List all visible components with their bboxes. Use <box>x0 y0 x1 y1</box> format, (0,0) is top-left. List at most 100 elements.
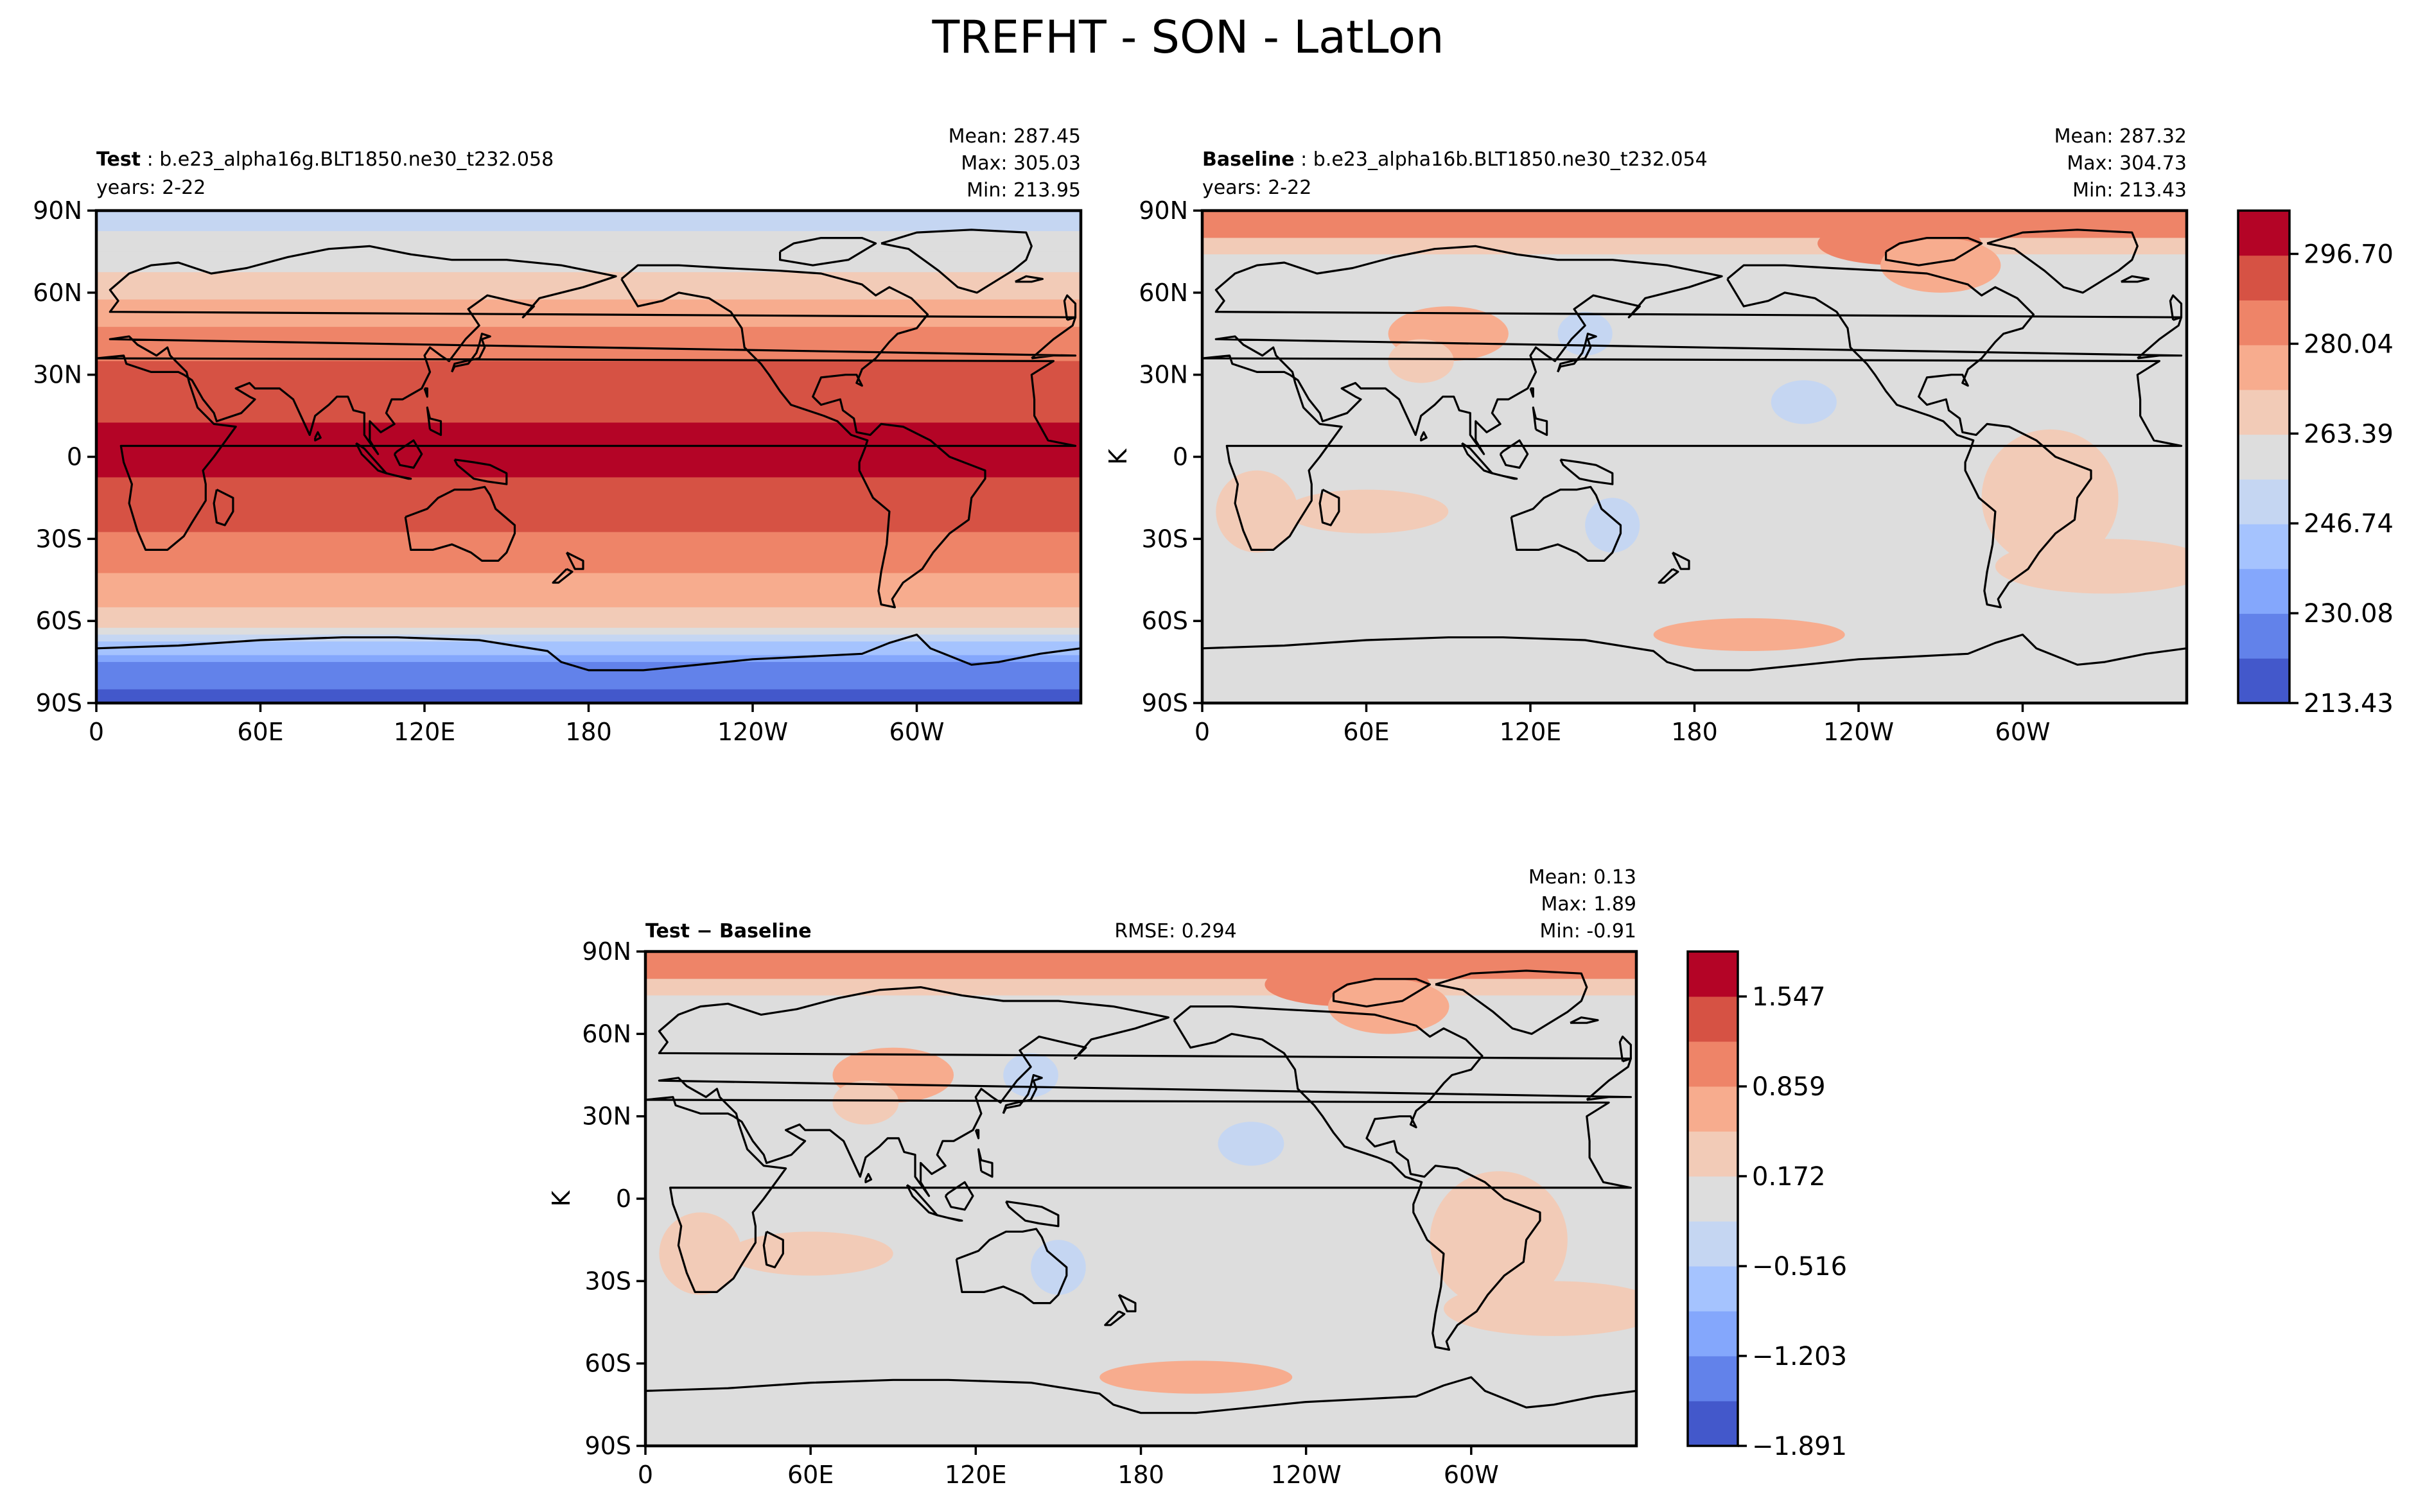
y-tick-label: 30N <box>582 1102 631 1131</box>
field-band <box>96 682 1081 690</box>
coastline <box>974 1129 980 1140</box>
field-band <box>96 224 1081 232</box>
field-band <box>96 292 1081 300</box>
colorbar-tick-label: 230.08 <box>2304 599 2394 629</box>
field-band <box>96 505 1081 512</box>
coastline <box>404 485 516 562</box>
coastline <box>355 442 387 474</box>
colorbar-segment <box>2238 300 2289 345</box>
field-band <box>96 265 1081 273</box>
field-band <box>96 498 1081 505</box>
field-band <box>96 491 1081 499</box>
coastline <box>1618 1036 1632 1063</box>
colorbar-segment <box>1688 996 1738 1042</box>
panel-stat: Max: 1.89 <box>1541 893 1636 916</box>
coastline <box>1173 1005 1541 1351</box>
coastline <box>645 986 1632 1293</box>
coastline <box>451 333 491 373</box>
x-tick-label: 120W <box>717 718 788 746</box>
x-tick-label: 120E <box>394 718 456 746</box>
y-tick-label: 60N <box>582 1020 631 1048</box>
panel-label: Baseline <box>1202 148 1295 171</box>
coastline <box>1726 264 2092 609</box>
panel-rmse: RMSE: 0.294 <box>1114 920 1236 943</box>
anomaly-patch <box>1031 1240 1086 1295</box>
y-tick-label: 60N <box>33 279 82 307</box>
coastline <box>864 1172 873 1183</box>
y-tick-label: 90S <box>585 1432 631 1460</box>
colorbar-segment <box>1688 1401 1738 1447</box>
coastline <box>906 1184 938 1217</box>
coastline <box>1202 245 2183 551</box>
field-band <box>96 258 1081 266</box>
field-band <box>96 600 1081 608</box>
figure-title: TREFHT - SON - LatLon <box>931 11 1444 64</box>
coastline <box>1559 458 1614 485</box>
field-band <box>96 470 1081 478</box>
coastline <box>314 431 322 442</box>
colorbar-tick-label: 263.39 <box>2304 419 2394 449</box>
y-tick-label: 90N <box>1139 196 1188 225</box>
coastline <box>1986 229 2139 294</box>
colorbars: 296.70 280.04 263.39 246.74 230.08 213.43 1.54… <box>1686 209 2394 1461</box>
anomaly-patch <box>1327 978 1449 1034</box>
colorbar-tick-label: 0.859 <box>1752 1072 1826 1102</box>
coastline <box>96 245 1077 551</box>
x-tick-label: 180 <box>1671 718 1718 746</box>
x-tick-label: 120E <box>1500 718 1562 746</box>
field-band <box>96 607 1081 615</box>
field-band <box>96 251 1081 259</box>
y-tick-label: 90N <box>33 196 82 225</box>
colorbar-tick-label: 1.547 <box>1752 982 1826 1012</box>
field-band <box>96 422 1081 430</box>
coastline <box>1461 442 1493 474</box>
field-band <box>96 539 1081 546</box>
field-band <box>96 532 1081 539</box>
panel-label: Test − Baseline <box>645 920 812 943</box>
field-band <box>96 621 1081 629</box>
field-band <box>96 518 1081 526</box>
anomaly-patch <box>728 1231 893 1276</box>
field-band <box>96 245 1081 252</box>
colorbar-segment <box>1688 1311 1738 1357</box>
y-tick-label: 30N <box>1139 361 1188 389</box>
colorbar-segment <box>1688 1086 1738 1132</box>
coastline <box>1063 294 1077 321</box>
field-band <box>96 320 1081 327</box>
y-tick-label: 0 <box>1173 443 1188 471</box>
baseline-map <box>1202 211 2187 703</box>
coastline <box>1492 472 1518 480</box>
x-tick-label: 120E <box>945 1461 1007 1489</box>
anomaly-patch <box>1880 238 2001 293</box>
field-band <box>96 374 1081 382</box>
coastline <box>1002 1073 1043 1115</box>
coastline <box>1510 485 1622 562</box>
field-band <box>96 580 1081 587</box>
field-band <box>96 340 1081 348</box>
panel-stat: Min: 213.95 <box>967 179 1081 202</box>
panel-stat: Mean: 287.45 <box>949 125 1081 148</box>
field-band <box>96 415 1081 423</box>
field-band <box>96 484 1081 492</box>
field-band <box>96 388 1081 396</box>
field-band <box>96 477 1081 485</box>
anomaly-patch <box>1995 539 2187 594</box>
coastline <box>1658 568 1679 584</box>
anomaly-patch <box>832 1081 899 1125</box>
coastline <box>1015 275 1044 283</box>
coastline <box>2121 275 2149 283</box>
colorbar-tick-label: 296.70 <box>2304 239 2394 269</box>
coastline <box>96 633 1081 672</box>
y-tick-label: 30S <box>585 1267 631 1295</box>
field-band <box>96 566 1081 574</box>
coastline <box>645 1376 1636 1414</box>
field-band <box>96 436 1081 444</box>
field-band <box>96 634 1081 642</box>
colorbar-segment <box>2238 434 2289 480</box>
field-band <box>96 559 1081 567</box>
field-band <box>96 327 1081 335</box>
